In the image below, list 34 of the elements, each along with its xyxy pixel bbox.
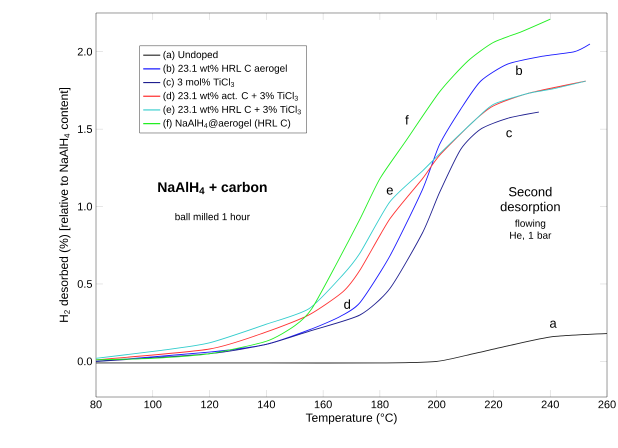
x-tick-label: 140 [258, 400, 276, 408]
annotation: flowing He, 1 bar [510, 220, 552, 240]
x-tick-label: 200 [428, 400, 446, 408]
x-tick-label: 100 [144, 400, 162, 408]
y-tick-label: 1.0 [78, 202, 92, 210]
x-tick-label: 180 [372, 400, 389, 408]
legend-label: (c) 3 mol% TiCl$_{3}$ [163, 78, 234, 88]
x-axis-title: Temperature (°C) [306, 413, 397, 424]
legend-label: (d) 23.1 wt% act. C + 3% TiCl$_{3}$ [163, 92, 298, 102]
x-tick-label: 80 [90, 400, 102, 408]
y-axis-title: H$_{2}$ desorbed (%) [relative to NaAlH$_{4}$ content] [59, 88, 70, 322]
y-tick-label: 2.0 [78, 48, 92, 56]
annotation: f [405, 115, 409, 125]
x-tick-label: 240 [542, 400, 559, 408]
x-tick-label: 220 [484, 400, 502, 408]
x-tick-label: 260 [598, 400, 616, 408]
x-tick-label: 120 [201, 400, 218, 408]
legend-label: (e) 23.1 wt% HRL C + 3% TiCl$_{3}$ [163, 106, 301, 115]
annotation: Second desorption [500, 186, 560, 214]
y-tick-label: 1.5 [78, 125, 92, 133]
annotation: NaAlH$_{4}$ + carbon [158, 182, 267, 194]
annotation: d [344, 299, 350, 309]
x-tick-label: 160 [314, 400, 332, 408]
legend-label: (f) NaAlH$_{4}$@aerogel (HRL C) [163, 119, 290, 129]
legend-label: (a) Undoped [163, 50, 218, 60]
annotation: a [550, 320, 557, 328]
annotation: c [506, 130, 512, 138]
legend-label: (b) 23.1 wt% HRL C aerogel [163, 64, 287, 74]
annotation: e [386, 188, 393, 195]
line-series [96, 333, 608, 364]
y-tick-label: 0.5 [78, 280, 92, 288]
annotation: b [516, 66, 522, 76]
y-tick-label: 0.0 [78, 358, 92, 366]
annotation: ball milled 1 hour [175, 212, 250, 220]
